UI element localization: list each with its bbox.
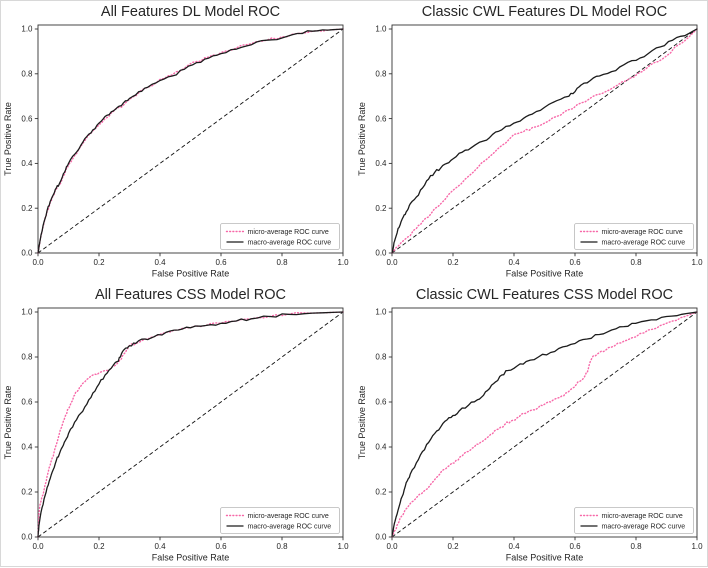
chart-title: Classic CWL Features CSS Model ROC — [416, 287, 673, 303]
macro-average-curve — [391, 28, 698, 254]
legend: micro-average ROC curve macro-average ROC… — [220, 507, 340, 534]
x-tick-label: 1.0 — [337, 258, 349, 267]
macro-average-curve — [37, 311, 344, 538]
chart-title: All Features CSS Model ROC — [95, 287, 286, 303]
x-axis-label: False Positive Rate — [152, 269, 230, 279]
plot-area — [37, 24, 344, 254]
x-tick-label: 1.0 — [337, 542, 349, 551]
roc-chart-all-features-css: All Features CSS Model ROC 0.0 0.0 0.2 0.2 0.… — [1, 284, 355, 568]
x-axis-label: False Positive Rate — [506, 553, 584, 563]
y-tick-label: 0.6 — [21, 398, 33, 407]
axis-ticks: 0.00.0 0.2 0.2 0.4 0.4 0.6 0.6 0.8 0.8 1.0 1.0 — [21, 308, 349, 551]
x-tick-label: 0.2 — [447, 542, 459, 551]
y-tick-label: 0.8 — [375, 70, 387, 79]
x-tick-label: 0.4 — [154, 542, 166, 551]
plot-area — [37, 307, 344, 538]
y-tick-label: 0.6 — [375, 398, 387, 407]
y-tick-label: 0.4 — [375, 159, 387, 168]
axis-ticks: 0.00.0 0.2 0.2 0.4 0.4 0.6 0.6 0.8 0.8 1.0 1.0 — [375, 25, 703, 267]
y-axis-label: True Positive Rate — [3, 102, 13, 176]
legend-macro-label: macro-average ROC curve — [248, 523, 332, 530]
y-tick-label: 0.2 — [375, 488, 387, 497]
y-axis-label: True Positive Rate — [357, 102, 367, 176]
y-tick-label: 0.8 — [375, 353, 387, 362]
x-tick-label: 0.0 — [32, 542, 44, 551]
chart-title: Classic CWL Features DL Model ROC — [422, 4, 668, 20]
macro-average-curve — [391, 311, 698, 538]
x-tick-label: 0.2 — [93, 258, 105, 267]
legend-macro-label: macro-average ROC curve — [602, 239, 686, 246]
x-tick-label: 0.8 — [630, 258, 642, 267]
roc-chart-classic-cwl-css: Classic CWL Features CSS Model ROC 0.0 0.0… — [355, 284, 708, 568]
y-tick-label: 0.0 — [375, 533, 387, 542]
y-tick-label: 0.4 — [375, 443, 387, 452]
y-tick-label: 0.4 — [21, 443, 33, 452]
legend: micro-average ROC curve macro-average ROC… — [574, 507, 694, 534]
x-tick-label: 0.4 — [508, 542, 520, 551]
y-tick-label: 0.0 — [21, 533, 33, 542]
diagonal-line — [37, 28, 344, 254]
y-tick-label: 0.0 — [21, 249, 33, 258]
diagonal-line — [391, 311, 698, 538]
x-tick-label: 0.6 — [569, 258, 581, 267]
micro-average-curve — [37, 311, 344, 538]
legend: micro-average ROC curve macro-average ROC… — [574, 223, 694, 250]
y-axis-label: True Positive Rate — [357, 386, 367, 460]
x-tick-label: 0.6 — [215, 542, 227, 551]
y-tick-label: 0.2 — [375, 204, 387, 213]
x-tick-label: 0.8 — [276, 542, 288, 551]
y-axis-label: True Positive Rate — [3, 386, 13, 460]
x-tick-label: 0.8 — [630, 542, 642, 551]
y-tick-label: 0.2 — [21, 204, 33, 213]
y-tick-label: 1.0 — [21, 25, 33, 34]
diagonal-line — [391, 28, 698, 254]
micro-average-curve — [391, 28, 698, 254]
x-tick-label: 0.6 — [569, 542, 581, 551]
x-tick-label: 0.2 — [447, 258, 459, 267]
diagonal-line — [37, 311, 344, 538]
micro-average-curve — [391, 311, 698, 538]
x-tick-label: 1.0 — [691, 258, 703, 267]
x-tick-label: 0.0 — [386, 542, 398, 551]
legend-micro-label: micro-average ROC curve — [248, 229, 329, 236]
x-tick-label: 0.6 — [215, 258, 227, 267]
x-tick-label: 1.0 — [691, 542, 703, 551]
y-tick-label: 0.2 — [21, 488, 33, 497]
x-tick-label: 0.4 — [508, 258, 520, 267]
x-tick-label: 0.0 — [32, 258, 44, 267]
chart-title: All Features DL Model ROC — [101, 4, 280, 20]
plot-area — [391, 307, 698, 538]
y-tick-label: 0.8 — [21, 353, 33, 362]
legend: micro-average ROC curve macro-average ROC… — [220, 223, 340, 250]
x-tick-label: 0.0 — [386, 258, 398, 267]
y-tick-label: 1.0 — [21, 308, 33, 317]
axis-ticks: 0.00.0 0.2 0.2 0.4 0.4 0.6 0.6 0.8 0.8 1.0 1.0 — [375, 308, 703, 551]
y-tick-label: 0.8 — [21, 70, 33, 79]
x-tick-label: 0.4 — [154, 258, 166, 267]
axis-ticks: 0.00.0 0.2 0.2 0.4 0.4 0.6 0.6 0.8 0.8 1.0 1.0 — [21, 25, 349, 267]
y-tick-label: 0.6 — [21, 114, 33, 123]
roc-chart-classic-cwl-dl: Classic CWL Features DL Model ROC 0.0 0.0 0… — [355, 1, 708, 284]
plot-area — [391, 24, 698, 254]
macro-average-curve — [37, 28, 344, 254]
legend-micro-label: micro-average ROC curve — [248, 513, 329, 520]
x-tick-label: 0.8 — [276, 258, 288, 267]
y-tick-label: 0.4 — [21, 159, 33, 168]
y-tick-label: 0.6 — [375, 114, 387, 123]
legend-micro-label: micro-average ROC curve — [602, 229, 683, 236]
y-tick-label: 1.0 — [375, 308, 387, 317]
legend-macro-label: macro-average ROC curve — [248, 239, 332, 246]
x-axis-label: False Positive Rate — [152, 553, 230, 563]
legend-macro-label: macro-average ROC curve — [602, 523, 686, 530]
y-tick-label: 0.0 — [375, 249, 387, 258]
legend-micro-label: micro-average ROC curve — [602, 513, 683, 520]
y-tick-label: 1.0 — [375, 25, 387, 34]
x-axis-label: False Positive Rate — [506, 269, 584, 279]
x-tick-label: 0.2 — [93, 542, 105, 551]
roc-chart-all-features-dl: All Features DL Model ROC 0.0 0.0 0.2 0.2 0.4… — [1, 1, 355, 284]
